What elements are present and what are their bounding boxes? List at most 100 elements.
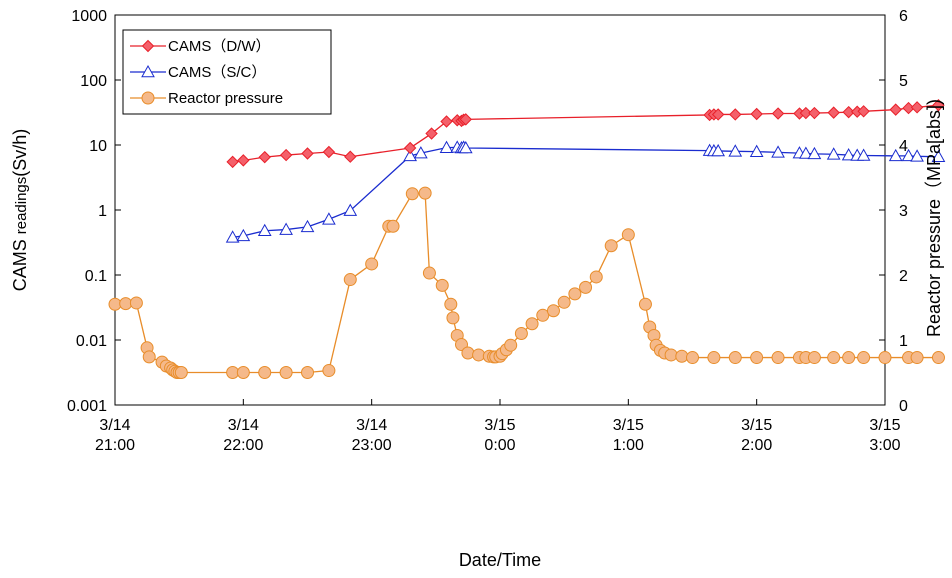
data-point-rp [878,351,892,365]
x-tick-label-time: 21:00 [95,437,135,454]
right-tick-label: 5 [899,73,908,90]
left-axis-ticks: 0.001 0.01 0.1 1 10 100 1000 [67,8,121,415]
data-point-dw [932,98,945,112]
data-point-rp [504,338,518,352]
data-point-dw [842,105,855,119]
data-point-rp [807,351,821,365]
data-point-dw [425,127,438,140]
left-tick-label: 0.1 [85,268,107,285]
data-point-rp [579,280,593,294]
x-tick-label-date: 3/14 [228,417,259,434]
data-point-dw [459,113,472,126]
data-point-dw [258,150,271,164]
data-point-rp [514,327,528,340]
data-point-dw [827,106,840,119]
data-point-sc [799,146,813,159]
data-point-dw [279,148,293,162]
x-tick-label-time: 3:00 [869,437,900,454]
data-point-rp [675,349,689,363]
x-tick-label-time: 22:00 [223,437,263,454]
data-point-sc [931,149,946,163]
left-axis-title: CAMS readings(Sv/h) [10,129,30,292]
data-point-rp [119,297,133,311]
x-tick-label-date: 3/15 [484,417,515,434]
series-sc [225,140,946,243]
data-point-rp [258,366,272,379]
data-point-rp [546,304,560,318]
data-point-rp [108,297,122,311]
x-tick-label-date: 3/14 [99,417,130,434]
data-point-rp [686,351,699,365]
data-point-rp [707,351,721,365]
x-axis-title: Date/Time [459,550,541,570]
series-dw [226,98,945,169]
data-point-dw [440,115,453,128]
series-rp [108,186,945,379]
data-point-dw [750,107,763,121]
data-point-sc [414,146,428,159]
data-point-rp [472,348,486,362]
data-point-rp [568,287,582,301]
data-point-rp [405,187,419,201]
data-point-sc [225,230,240,243]
data-point-sc [901,148,916,162]
data-point-sc [236,228,251,242]
data-point-dw [226,155,239,169]
right-axis-ticks: 0 1 2 3 4 5 6 [879,8,908,415]
data-point-sc [728,144,743,157]
left-tick-label: 1 [98,203,107,220]
x-tick-label-time: 2:00 [741,437,772,454]
data-point-dw [889,103,902,116]
x-tick-label-date: 3/14 [356,417,387,434]
data-point-rp [728,351,742,365]
right-tick-label: 3 [899,203,908,220]
left-tick-label: 10 [89,138,107,155]
legend-marker [141,39,155,53]
right-tick-label: 2 [899,268,908,285]
data-point-rp [536,308,550,322]
right-tick-label: 1 [899,333,908,350]
left-axis-title-small: readings [13,177,30,235]
data-point-sc [403,148,418,162]
data-point-rp [750,351,764,365]
legend-label: Reactor pressure [168,90,283,107]
data-point-rp [174,366,188,379]
data-point-rp [638,297,652,311]
x-tick-label-time: 1:00 [613,437,644,454]
legend-marker [141,91,155,105]
data-point-sc [771,145,785,158]
legend-label: CAMS（S/C） [168,64,266,81]
left-tick-label: 1000 [71,8,107,25]
data-point-dw [808,106,821,120]
data-point-sc [749,144,764,157]
legend-item-rp: Reactor pressure [130,90,283,107]
data-point-rp [446,311,460,325]
data-point-sc [300,219,315,233]
data-point-sc [279,222,293,235]
data-point-rp [236,366,250,379]
data-point-sc [343,203,358,216]
data-point-sc [910,149,924,162]
data-point-dw [711,108,725,121]
x-axis-ticks: 3/14 21:00 3/14 22:00 3/14 23:00 3/15 0:00 3/15 1… [95,399,901,454]
data-point-rp [418,186,432,200]
data-point-dw [301,147,314,160]
x-tick-label-time: 0:00 [484,437,515,454]
x-tick-label-date: 3/15 [613,417,644,434]
legend-item-dw: CAMS（D/W） [130,38,271,55]
data-point-dw [910,101,924,114]
data-point-sc [807,146,822,160]
right-tick-label: 6 [899,8,908,25]
data-point-sc [841,148,856,161]
right-tick-label: 4 [899,138,908,155]
data-point-rp [525,317,539,331]
legend-marker [141,64,155,78]
data-point-rp [129,296,143,310]
data-point-rp [435,278,449,292]
data-point-rp [931,351,945,365]
data-point-sc [856,148,871,161]
data-point-sc [257,223,272,237]
data-point-rp [322,364,336,378]
data-point-sc [826,147,841,160]
